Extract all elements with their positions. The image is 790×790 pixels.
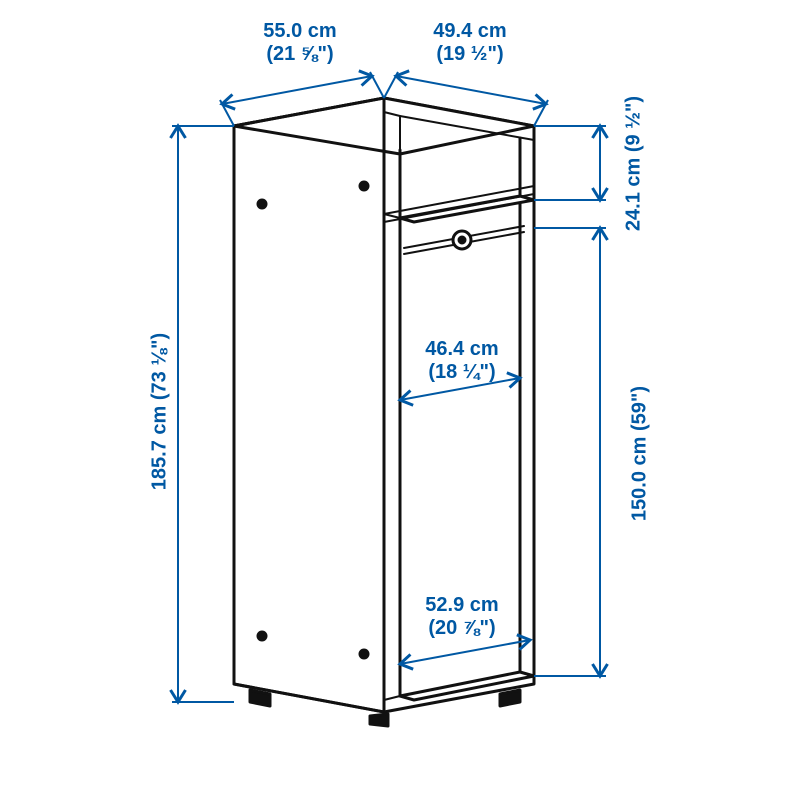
dim-iw-in: (18 ¼") — [428, 361, 495, 383]
diagram-svg — [0, 0, 790, 790]
dim-id-cm: 52.9 cm — [425, 594, 498, 616]
dim-height: 185.7 cm (73 ⅛") — [149, 312, 172, 512]
dim-shelf-cm: 24.1 cm — [623, 158, 645, 231]
dim-inner-depth: 52.9 cm (20 ⅞") — [392, 594, 532, 640]
dim-hang: 150.0 cm (59") — [629, 354, 652, 554]
dim-width-cm: 49.4 cm — [433, 20, 506, 42]
dim-iw-cm: 46.4 cm — [425, 338, 498, 360]
dim-height-cm: 185.7 cm — [149, 406, 171, 491]
dim-height-in: (73 ⅛") — [149, 333, 171, 400]
dim-depth: 55.0 cm (21 ⅝") — [230, 20, 370, 66]
dimension-diagram: 55.0 cm (21 ⅝") 49.4 cm (19 ½") 185.7 cm… — [0, 0, 790, 790]
dim-depth-in: (21 ⅝") — [266, 43, 333, 65]
dim-shelf-drop: 24.1 cm (9 ½") — [623, 84, 646, 244]
dim-id-in: (20 ⅞") — [428, 617, 495, 639]
dim-depth-cm: 55.0 cm — [263, 20, 336, 42]
dim-shelf-in: (9 ½") — [623, 96, 645, 152]
dim-width: 49.4 cm (19 ½") — [400, 20, 540, 66]
dim-width-in: (19 ½") — [436, 43, 503, 65]
dim-inner-width: 46.4 cm (18 ¼") — [392, 338, 532, 384]
dim-hang-cm: 150.0 cm — [629, 437, 651, 522]
dim-hang-in: (59") — [629, 386, 651, 431]
